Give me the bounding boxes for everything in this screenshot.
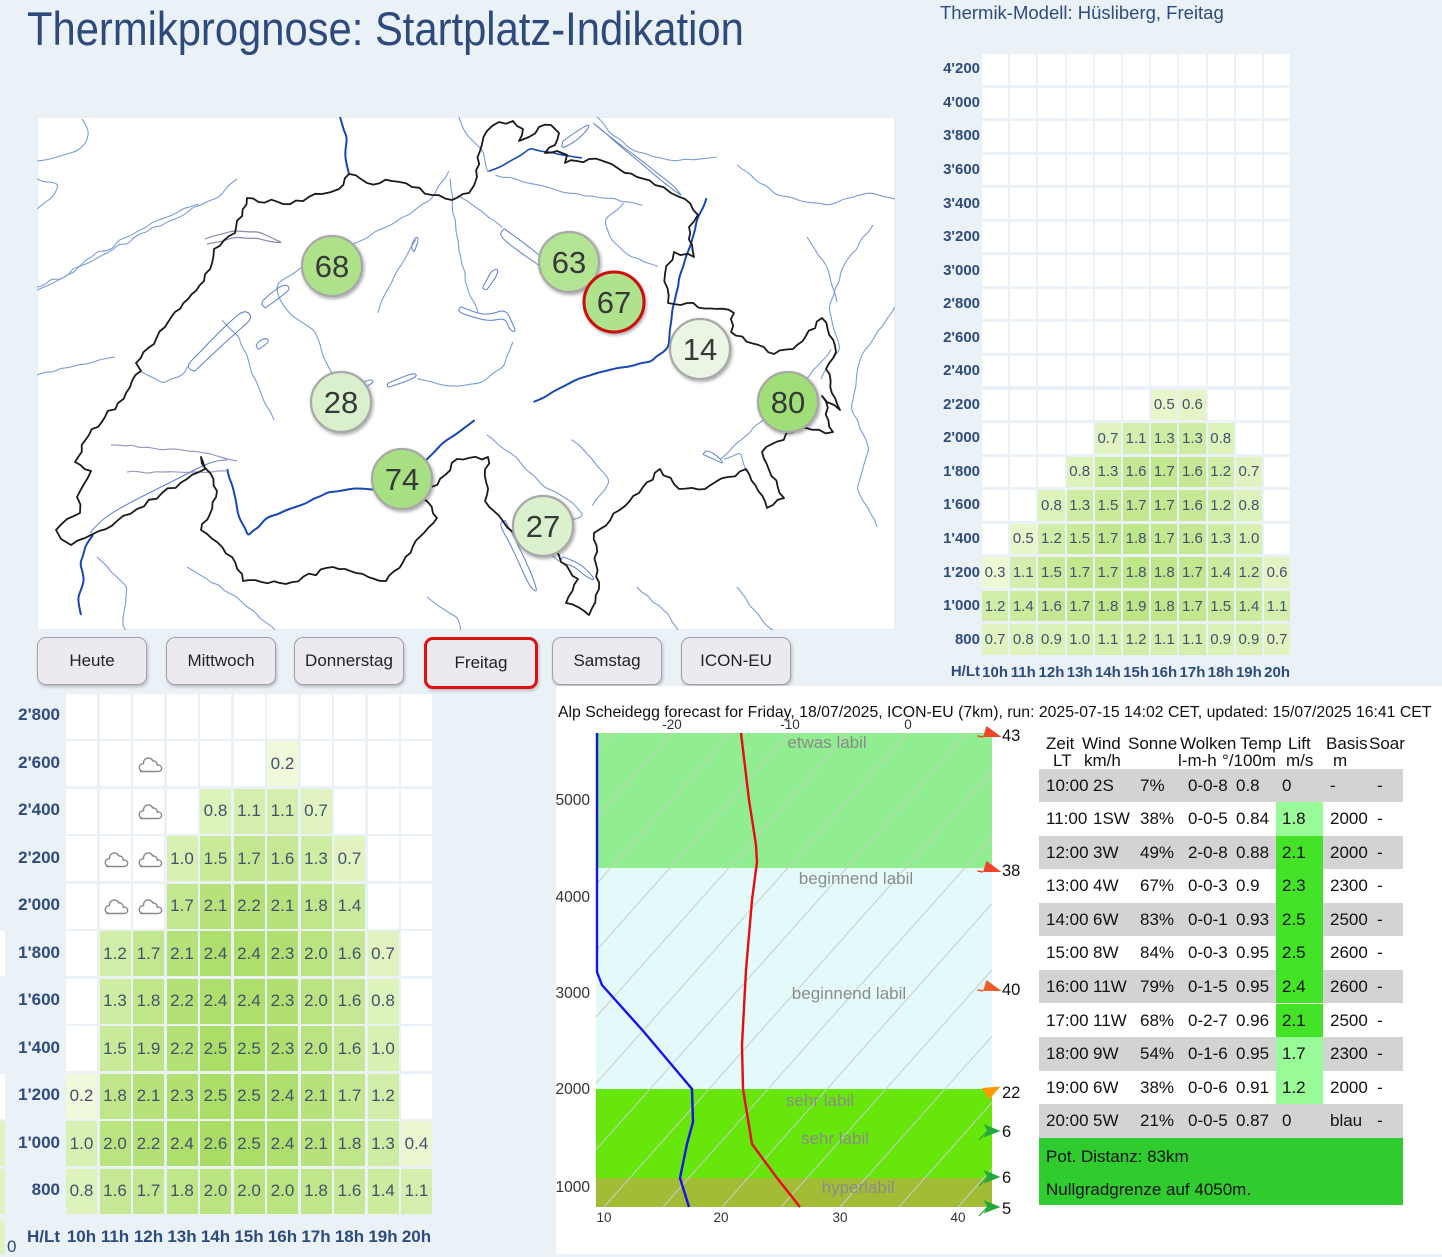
svg-text:4000: 4000 [556, 889, 590, 906]
svg-text:74: 74 [385, 462, 419, 497]
svg-text:5: 5 [1002, 1200, 1011, 1218]
svg-text:43: 43 [1002, 727, 1020, 745]
svg-text:67: 67 [597, 285, 631, 320]
svg-text:6: 6 [1002, 1123, 1011, 1141]
svg-text:2000: 2000 [556, 1081, 590, 1098]
svg-text:beginnend labil: beginnend labil [799, 869, 913, 888]
svg-text:6: 6 [1002, 1169, 1011, 1187]
svg-text:27: 27 [526, 509, 560, 544]
svg-text:0: 0 [904, 717, 912, 732]
svg-text:68: 68 [315, 249, 349, 284]
svg-text:28: 28 [324, 385, 358, 420]
svg-text:1000: 1000 [556, 1179, 590, 1196]
svg-text:40: 40 [950, 1210, 965, 1225]
svg-text:80: 80 [771, 385, 805, 420]
svg-text:3000: 3000 [556, 985, 590, 1002]
svg-text:5000: 5000 [556, 792, 590, 809]
svg-text:-20: -20 [662, 717, 682, 732]
svg-text:sehr labil: sehr labil [801, 1129, 869, 1148]
svg-text:22: 22 [1002, 1084, 1020, 1102]
svg-text:10: 10 [596, 1210, 611, 1225]
svg-text:14: 14 [683, 332, 717, 367]
svg-text:20: 20 [713, 1210, 728, 1225]
svg-text:40: 40 [1002, 981, 1020, 999]
svg-text:-10: -10 [780, 717, 800, 732]
svg-text:30: 30 [832, 1210, 847, 1225]
svg-text:hyperlabil: hyperlabil [822, 1178, 895, 1197]
svg-text:63: 63 [552, 245, 586, 280]
svg-text:sehr labil: sehr labil [786, 1091, 854, 1110]
svg-text:etwas labil: etwas labil [787, 733, 866, 752]
svg-text:38: 38 [1002, 862, 1020, 880]
svg-text:beginnend labil: beginnend labil [792, 984, 906, 1003]
